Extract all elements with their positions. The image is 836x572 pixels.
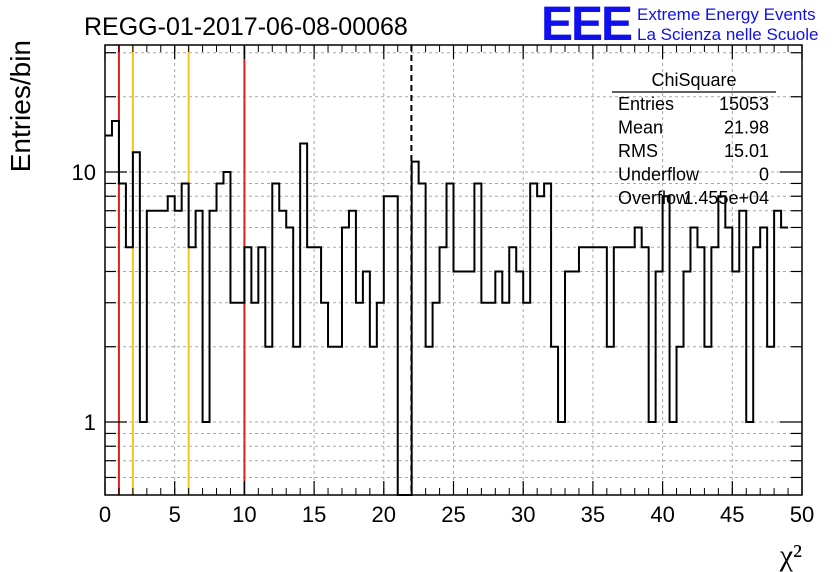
stats-label: Overflow <box>618 188 690 208</box>
x-tick-label: 0 <box>99 502 111 527</box>
stats-label: Underflow <box>618 165 700 185</box>
stats-value: 15.01 <box>724 141 769 161</box>
stats-box-title: ChiSquare <box>651 70 736 90</box>
x-tick-label: 50 <box>790 502 814 527</box>
x-tick-label: 35 <box>581 502 605 527</box>
stats-label: Entries <box>618 94 674 114</box>
stats-value: 1.455e+04 <box>683 188 769 208</box>
y-tick-label: 10 <box>72 160 96 185</box>
logo-line-2: La Scienza nelle Scuole <box>637 25 818 44</box>
x-tick-label: 45 <box>720 502 744 527</box>
x-tick-label: 40 <box>650 502 674 527</box>
x-tick-label: 25 <box>441 502 465 527</box>
stats-value: 0 <box>759 165 769 185</box>
axis-ticks: 0 5 10 15 20 25 30 35 40 45 50 1 10 <box>72 45 814 527</box>
stats-label: RMS <box>618 141 658 161</box>
stats-box: ChiSquare Entries 15053 Mean 21.98 RMS 15.01 U… <box>612 70 776 208</box>
eee-logo: EEE Extreme Energy Events La Scienza nel… <box>541 0 818 51</box>
histogram-series <box>105 119 789 496</box>
chart-title: REGG-01-2017-06-08-00068 <box>84 13 408 41</box>
logo-letters: EEE <box>541 0 632 51</box>
x-tick-label: 10 <box>232 502 256 527</box>
x-tick-label: 30 <box>511 502 535 527</box>
y-tick-label: 1 <box>84 410 96 435</box>
stats-label: Mean <box>618 118 663 138</box>
x-tick-label: 20 <box>372 502 396 527</box>
logo-line-1: Extreme Energy Events <box>637 5 816 24</box>
x-tick-label: 15 <box>302 502 326 527</box>
stats-rows: Entries 15053 Mean 21.98 RMS 15.01 Underflow 0 O… <box>618 94 769 208</box>
stats-value: 15053 <box>719 94 769 114</box>
stats-value: 21.98 <box>724 118 769 138</box>
x-tick-label: 5 <box>169 502 181 527</box>
y-axis-label: Entries/bin <box>5 40 36 172</box>
x-axis-label: χ² <box>779 539 802 572</box>
